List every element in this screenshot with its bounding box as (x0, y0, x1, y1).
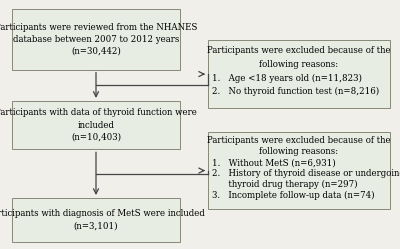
FancyBboxPatch shape (208, 40, 390, 108)
FancyBboxPatch shape (12, 9, 180, 70)
Text: Participants with diagnosis of MetS were included
(n=3,101): Participants with diagnosis of MetS were… (0, 209, 205, 230)
FancyBboxPatch shape (12, 101, 180, 149)
Text: Participants were excluded because of the: Participants were excluded because of th… (207, 46, 391, 55)
FancyBboxPatch shape (12, 198, 180, 242)
Text: following reasons:: following reasons: (260, 60, 338, 69)
Text: Participants with data of thyroid function were
included
(n=10,403): Participants with data of thyroid functi… (0, 109, 197, 142)
Text: Participants were reviewed from the NHANES
database between 2007 to 2012 years
(: Participants were reviewed from the NHAN… (0, 23, 197, 56)
Text: Participants were excluded because of the: Participants were excluded because of th… (207, 136, 391, 145)
Text: 2.   No thyroid function test (n=8,216): 2. No thyroid function test (n=8,216) (212, 87, 379, 96)
Text: 1.   Age <18 years old (n=11,823): 1. Age <18 years old (n=11,823) (212, 74, 362, 83)
Text: 1.   Without MetS (n=6,931): 1. Without MetS (n=6,931) (212, 158, 336, 167)
Text: 3.   Incomplete follow-up data (n=74): 3. Incomplete follow-up data (n=74) (212, 191, 375, 200)
Text: 2.   History of thyroid disease or undergoing: 2. History of thyroid disease or undergo… (212, 169, 400, 178)
Text: thyroid drug therapy (n=297): thyroid drug therapy (n=297) (212, 180, 358, 189)
FancyBboxPatch shape (208, 132, 390, 209)
Text: following reasons:: following reasons: (260, 147, 338, 156)
